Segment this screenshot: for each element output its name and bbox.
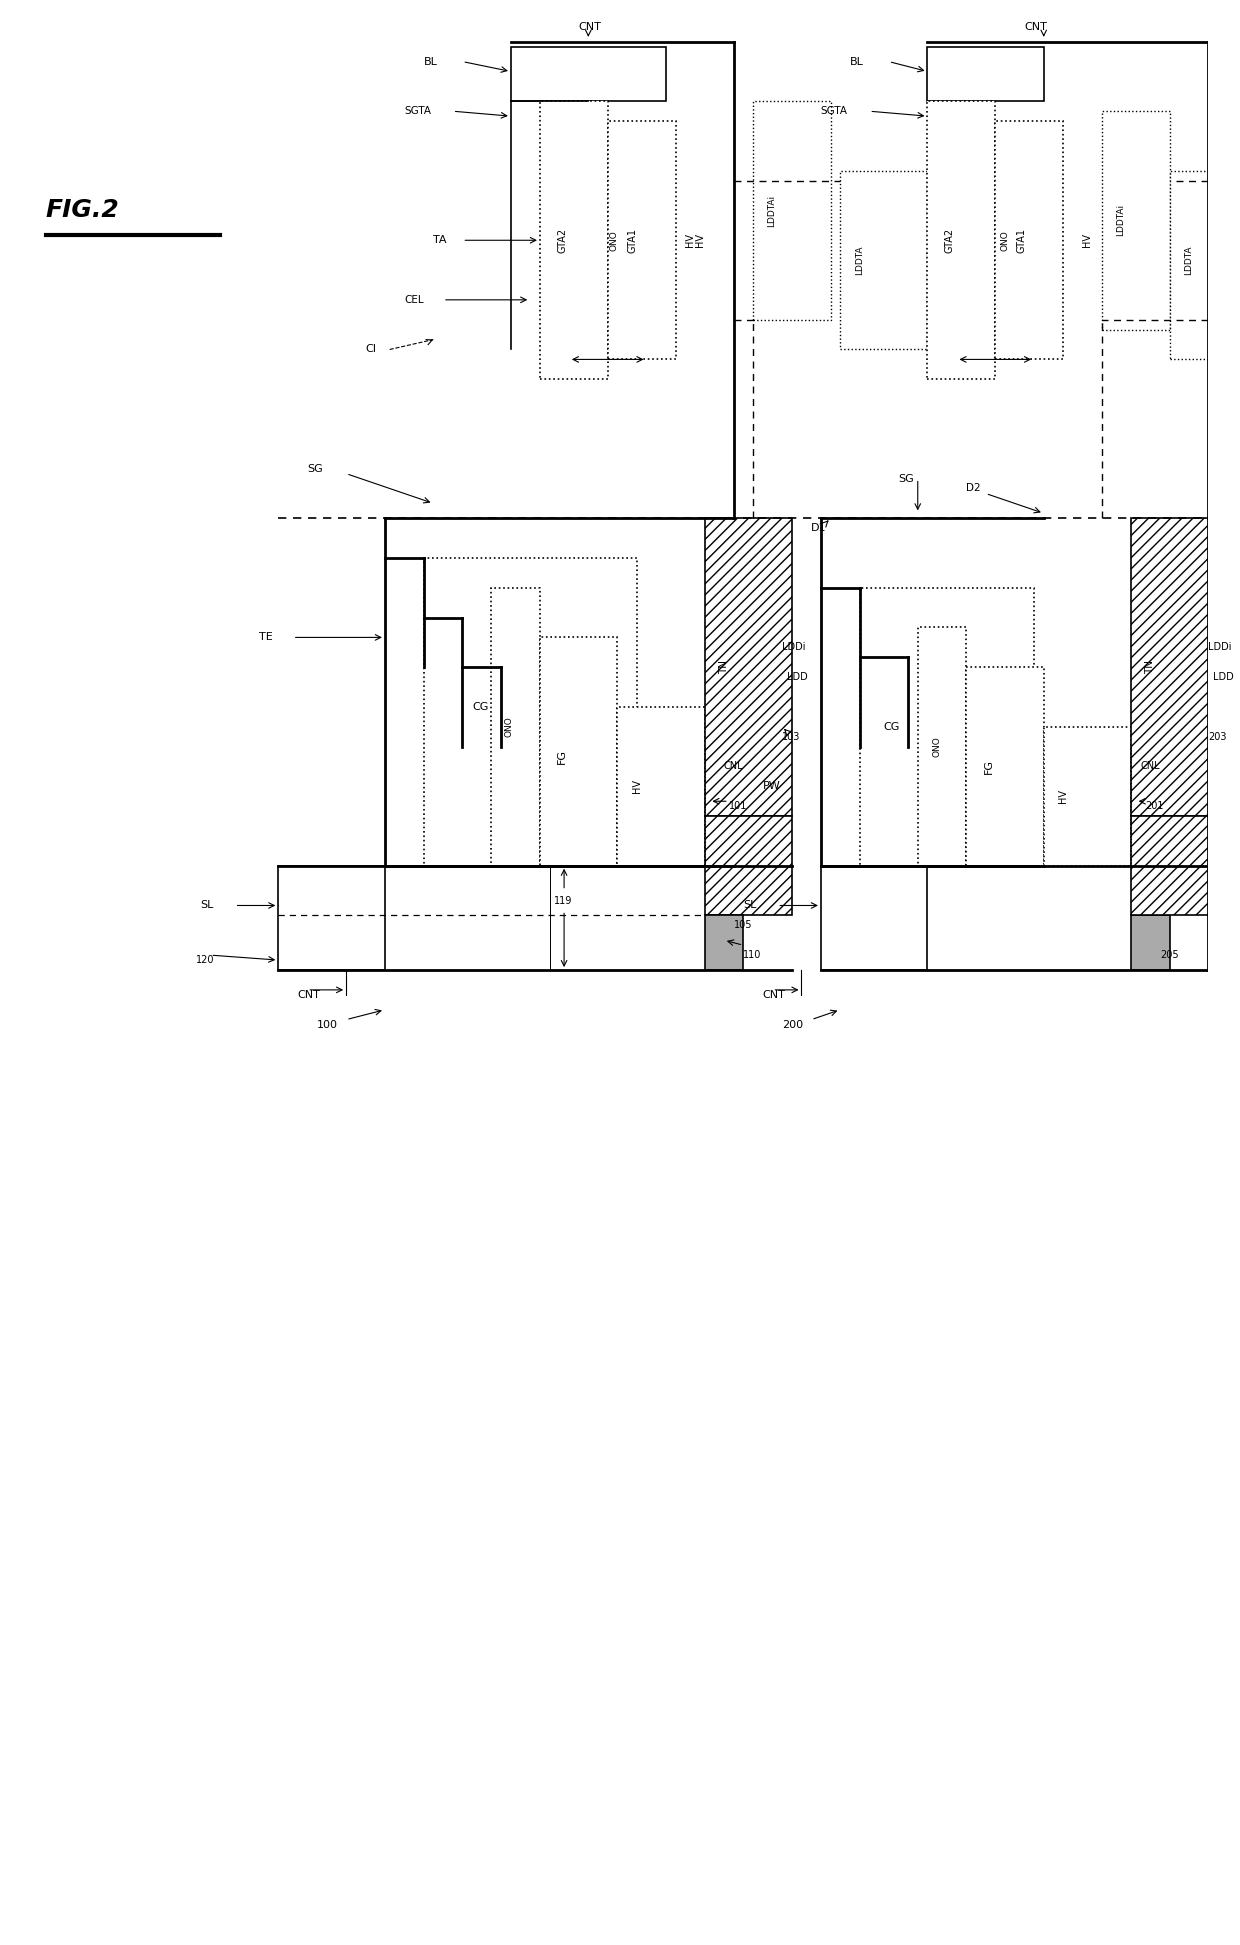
Text: TN: TN — [719, 659, 729, 675]
Bar — [704, 916, 743, 971]
Text: D1: D1 — [811, 523, 827, 533]
Bar — [928, 47, 1044, 101]
Text: CNT: CNT — [763, 990, 786, 1000]
Text: LDD: LDD — [787, 673, 807, 683]
Text: 120: 120 — [196, 955, 215, 965]
Text: HV: HV — [632, 780, 642, 794]
Text: LDDTA: LDDTA — [1184, 245, 1193, 274]
Bar — [996, 121, 1063, 360]
Bar — [424, 558, 637, 866]
Text: TA: TA — [433, 235, 446, 245]
Text: GTA2: GTA2 — [557, 228, 568, 253]
Text: LDDTAi: LDDTAi — [1116, 204, 1126, 237]
Text: FG: FG — [557, 749, 568, 764]
Bar — [1102, 111, 1169, 329]
Bar — [1044, 727, 1131, 866]
Text: D2: D2 — [966, 484, 981, 494]
Text: HV: HV — [686, 233, 696, 247]
Text: SGTA: SGTA — [404, 107, 432, 117]
Bar — [1169, 171, 1238, 360]
Text: CNT: CNT — [579, 21, 601, 31]
Text: GTA1: GTA1 — [627, 228, 637, 253]
Text: CEL: CEL — [404, 296, 424, 305]
Bar — [928, 101, 996, 379]
Text: ONO: ONO — [1001, 230, 1009, 251]
Text: 105: 105 — [734, 920, 753, 930]
Text: 200: 200 — [782, 1019, 804, 1029]
Text: LDDi: LDDi — [782, 642, 806, 652]
Text: ONO: ONO — [932, 737, 941, 757]
Text: 110: 110 — [743, 949, 761, 961]
Text: 205: 205 — [1159, 949, 1178, 961]
Bar — [618, 706, 704, 866]
Bar — [1131, 517, 1218, 817]
Text: 100: 100 — [317, 1019, 339, 1029]
Text: SG: SG — [898, 473, 914, 484]
Text: 101: 101 — [729, 801, 748, 811]
Text: HV: HV — [694, 233, 704, 247]
Text: 201: 201 — [1146, 801, 1164, 811]
Text: LDD: LDD — [1213, 673, 1234, 683]
Bar — [966, 667, 1044, 866]
Text: SGTA: SGTA — [821, 107, 848, 117]
Bar — [821, 866, 928, 971]
Text: SG: SG — [308, 463, 324, 475]
Text: CI: CI — [366, 344, 377, 354]
Text: ONO: ONO — [610, 230, 619, 251]
Bar — [859, 587, 1034, 866]
Text: 103: 103 — [782, 731, 801, 741]
Text: HV: HV — [1083, 233, 1092, 247]
Text: TE: TE — [259, 632, 273, 642]
Bar — [1131, 817, 1218, 916]
Bar — [278, 866, 384, 971]
Text: LDDi: LDDi — [1209, 642, 1231, 652]
Text: BL: BL — [424, 56, 438, 66]
Bar — [704, 817, 792, 916]
Text: CNL: CNL — [1141, 762, 1161, 772]
Bar — [511, 47, 666, 101]
Text: PW: PW — [763, 782, 780, 792]
Text: SL: SL — [743, 901, 756, 910]
Text: BL: BL — [849, 56, 864, 66]
Bar — [704, 517, 792, 817]
Bar — [841, 171, 928, 350]
Bar — [491, 587, 539, 866]
Text: LDDTA: LDDTA — [854, 245, 864, 274]
Bar — [539, 638, 618, 866]
Text: 119: 119 — [554, 895, 573, 906]
Text: GTA1: GTA1 — [1017, 228, 1027, 253]
Bar — [918, 628, 966, 866]
Bar — [608, 121, 676, 360]
Text: HV: HV — [1058, 790, 1068, 803]
Text: CG: CG — [884, 722, 900, 731]
Text: CNT: CNT — [298, 990, 320, 1000]
Text: SL: SL — [201, 901, 215, 910]
Text: GTA2: GTA2 — [945, 228, 955, 253]
Text: FIG.2: FIG.2 — [46, 198, 119, 222]
Text: CG: CG — [472, 702, 489, 712]
Text: 203: 203 — [1209, 731, 1226, 741]
Text: CNT: CNT — [1024, 21, 1048, 31]
Text: CNL: CNL — [724, 762, 744, 772]
Bar — [1131, 916, 1169, 971]
Bar — [539, 101, 608, 379]
Text: TN: TN — [1146, 659, 1156, 675]
Text: FG: FG — [983, 759, 993, 774]
Text: LDDTAi: LDDTAi — [768, 194, 776, 226]
Bar — [753, 101, 831, 319]
Text: ONO: ONO — [503, 716, 513, 737]
